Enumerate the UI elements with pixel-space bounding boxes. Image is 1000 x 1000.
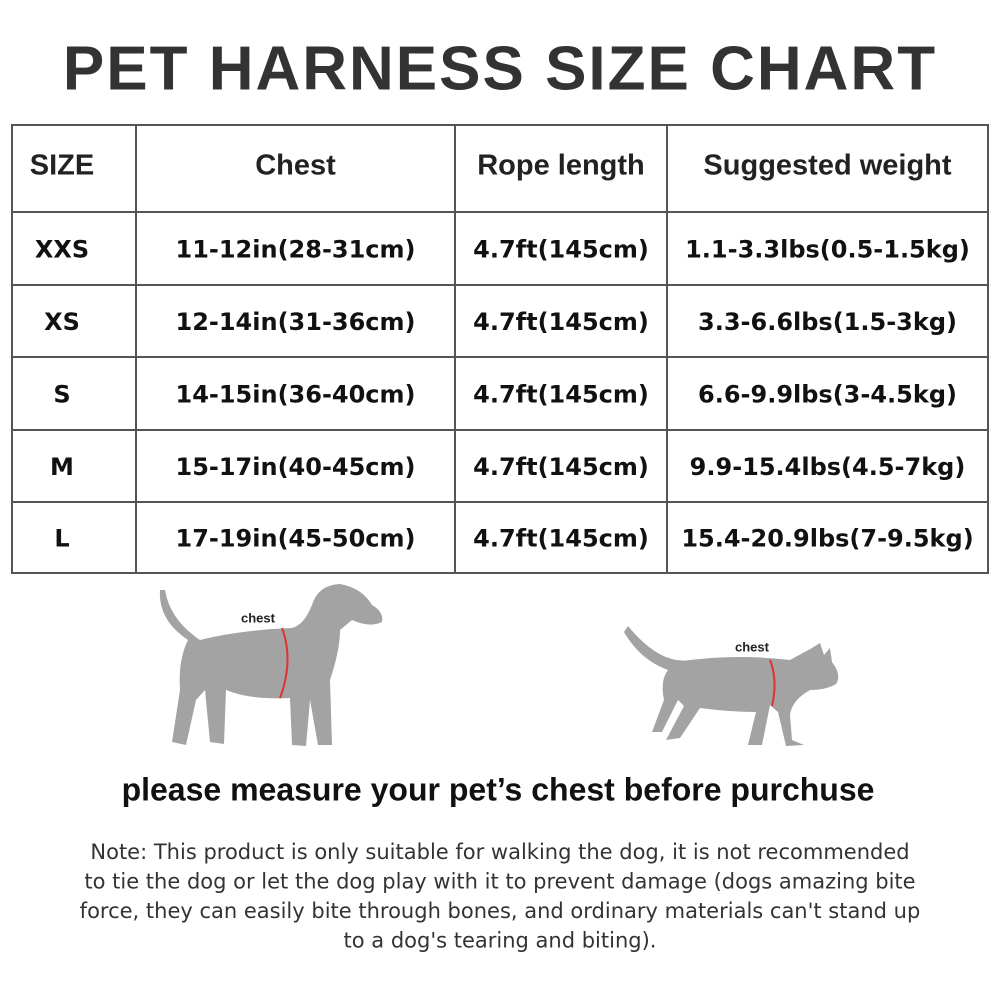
table-cell: 4.7ft(145cm) [473,308,649,336]
table-cell: 4.7ft(145cm) [473,525,649,553]
table-border [11,124,989,574]
size-cell: L [54,525,69,553]
table-cell: 3.3-6.6lbs(1.5-3kg) [698,308,957,336]
cat-illustration: chest [624,626,839,746]
table-cell: 1.1-3.3lbs(0.5-1.5kg) [685,236,970,264]
note-line: to tie the dog or let the dog play with … [84,870,915,894]
tagline: please measure your pet’s chest before p… [122,771,875,807]
dog-silhouette [159,584,383,746]
table-cell: 4.7ft(145cm) [473,236,649,264]
table-cell: 12-14in(31-36cm) [176,308,416,336]
table-cell: 17-19in(45-50cm) [176,525,416,553]
table-cell: 9.9-15.4lbs(4.5-7kg) [690,453,966,481]
size-table: SIZE Chest Rope length Suggested weight XXS 1… [11,124,989,574]
column-header: Rope length [477,150,645,182]
dog-ear [320,596,337,640]
column-header: Chest [255,150,336,182]
note-line: Note: This product is only suitable for … [90,840,909,864]
note: Note: This product is only suitable for … [80,840,921,953]
table-cell: 4.7ft(145cm) [473,453,649,481]
table-cell: 15-17in(40-45cm) [176,453,416,481]
dog-illustration: chest [159,584,383,746]
table-cell: 4.7ft(145cm) [473,381,649,409]
note-line: to a dog's tearing and biting). [344,929,657,953]
note-line: force, they can easily bite through bone… [80,899,921,923]
title: PET HARNESS SIZE CHART [63,34,937,103]
chest-label: chest [241,610,276,625]
cat-silhouette [624,626,839,746]
chest-marker [279,627,289,699]
table-cell: 15.4-20.9lbs(7-9.5kg) [681,525,973,553]
column-header: Suggested weight [703,150,951,182]
table-cell: 14-15in(36-40cm) [176,381,416,409]
table-cell: 11-12in(28-31cm) [176,236,416,264]
chest-label: chest [735,639,770,654]
size-cell: M [50,453,74,481]
size-cell: S [53,381,70,409]
chest-marker [769,659,776,707]
table-cell: 6.6-9.9lbs(3-4.5kg) [698,381,957,409]
size-cell: XXS [35,236,89,264]
column-header: SIZE [30,150,94,182]
size-cell: XS [44,308,80,336]
